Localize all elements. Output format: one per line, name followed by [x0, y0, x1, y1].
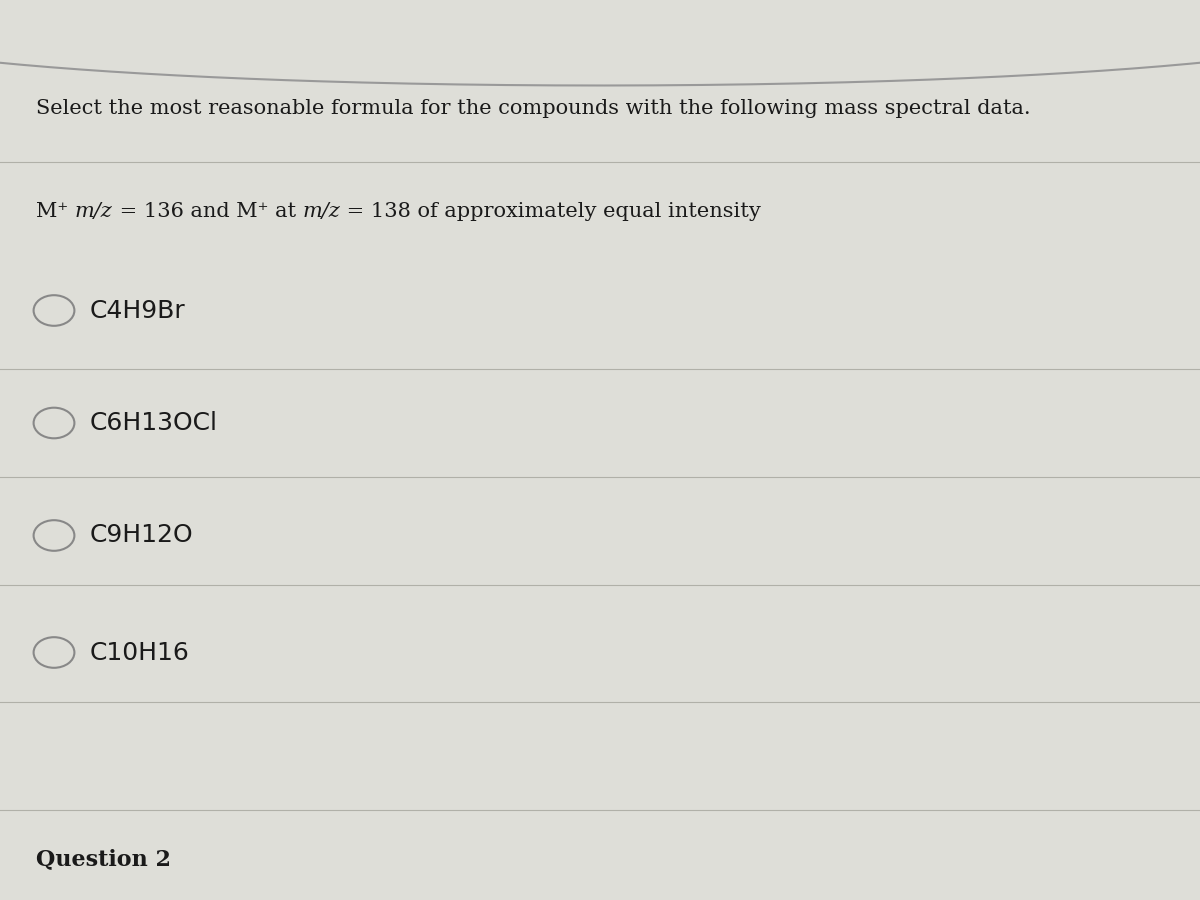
Text: = 138 of approximately equal intensity: = 138 of approximately equal intensity — [340, 202, 761, 221]
Text: C6H13OCl: C6H13OCl — [90, 411, 218, 435]
Text: m/z: m/z — [74, 202, 113, 221]
Text: Question 2: Question 2 — [36, 849, 172, 870]
Text: C4H9Br: C4H9Br — [90, 299, 186, 322]
Text: Select the most reasonable formula for the compounds with the following mass spe: Select the most reasonable formula for t… — [36, 98, 1031, 118]
Text: M⁺: M⁺ — [36, 202, 74, 221]
Text: C10H16: C10H16 — [90, 641, 190, 664]
Text: m/z: m/z — [302, 202, 340, 221]
Text: = 136 and M⁺ at: = 136 and M⁺ at — [113, 202, 302, 221]
Text: C9H12O: C9H12O — [90, 524, 193, 547]
